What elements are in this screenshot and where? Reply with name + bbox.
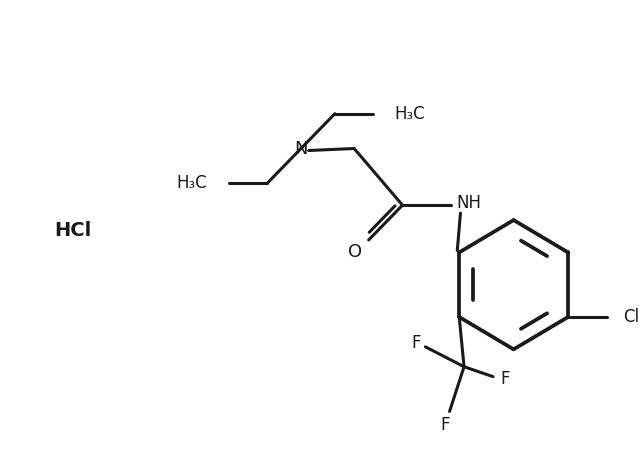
- Text: HCl: HCl: [54, 220, 92, 240]
- Text: O: O: [348, 243, 362, 261]
- Text: Cl: Cl: [623, 308, 639, 326]
- Text: H₃C: H₃C: [395, 105, 426, 123]
- Text: F: F: [440, 416, 449, 434]
- Text: F: F: [411, 334, 420, 352]
- Text: NH: NH: [456, 194, 482, 212]
- Text: F: F: [500, 369, 509, 388]
- Text: H₃C: H₃C: [177, 174, 207, 192]
- Text: N: N: [294, 140, 308, 157]
